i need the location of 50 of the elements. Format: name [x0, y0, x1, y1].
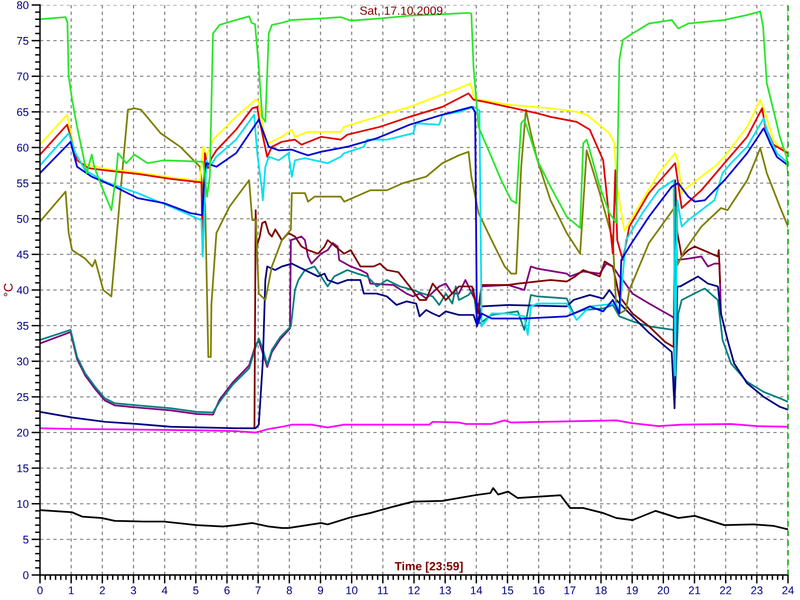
x-tick-label: 5 — [193, 586, 198, 594]
y-tick-label: 25 — [17, 393, 28, 402]
y-tick-label: 15 — [17, 464, 28, 472]
x-tick-label: 4 — [162, 586, 168, 594]
y-tick-label: 5 — [23, 536, 28, 544]
chart-title: Sat, 17.10.2009 — [360, 6, 442, 16]
x-tick-label: 9 — [318, 586, 324, 594]
x-tick-label: 21 — [688, 586, 700, 594]
x-tick-label: 12 — [408, 586, 420, 594]
y-tick-label: 45 — [16, 250, 28, 259]
x-tick-label: 20 — [658, 586, 670, 594]
y-tick-label: 10 — [17, 500, 28, 508]
x-tick-label: 17 — [564, 586, 576, 594]
x-tick-label: 14 — [471, 586, 482, 594]
y-tick-label: 60 — [17, 144, 28, 152]
line-series — [254, 179, 721, 430]
y-tick-label: 30 — [16, 358, 28, 366]
x-tick-label: 2 — [100, 586, 105, 594]
x-tick-label: 1 — [68, 586, 74, 594]
x-tick-label: 22 — [720, 586, 732, 594]
line-series — [40, 236, 722, 416]
line-series — [40, 82, 788, 232]
y-tick-label: 55 — [16, 180, 28, 188]
x-tick-label: 10 — [346, 586, 358, 594]
y-axis-title: °C — [4, 283, 13, 296]
x-tick-label: 15 — [502, 586, 514, 594]
x-tick-label: 11 — [378, 586, 388, 594]
x-tick-label: 6 — [224, 586, 230, 594]
x-tick-label: 13 — [440, 586, 451, 594]
x-tick-label: 8 — [286, 586, 292, 594]
x-tick-label: 0 — [37, 586, 43, 594]
y-tick-label: 65 — [17, 108, 28, 116]
x-tick-label: 7 — [256, 586, 261, 594]
x-tick-label: 24 — [782, 586, 794, 594]
y-tick-label: 75 — [17, 37, 28, 45]
y-tick-label: 40 — [16, 286, 28, 294]
y-tick-label: 70 — [17, 72, 28, 80]
x-tick-label: 19 — [626, 586, 638, 594]
line-series — [40, 92, 788, 261]
x-tick-label: 3 — [130, 586, 136, 594]
y-tick-label: 20 — [17, 428, 28, 437]
y-tick-label: 35 — [16, 322, 28, 330]
x-tick-label: 16 — [533, 586, 544, 594]
x-tick-label: 18 — [596, 586, 607, 594]
x-axis-title: Time [23:59] — [394, 562, 463, 573]
line-series — [40, 420, 788, 434]
y-tick-label: 0 — [23, 571, 28, 580]
y-tick-label: 80 — [17, 1, 28, 10]
y-tick-label: 50 — [16, 215, 28, 223]
x-tick-label: 23 — [751, 586, 763, 594]
